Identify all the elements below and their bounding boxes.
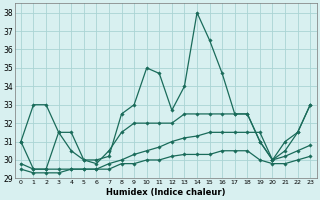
- X-axis label: Humidex (Indice chaleur): Humidex (Indice chaleur): [106, 188, 225, 197]
